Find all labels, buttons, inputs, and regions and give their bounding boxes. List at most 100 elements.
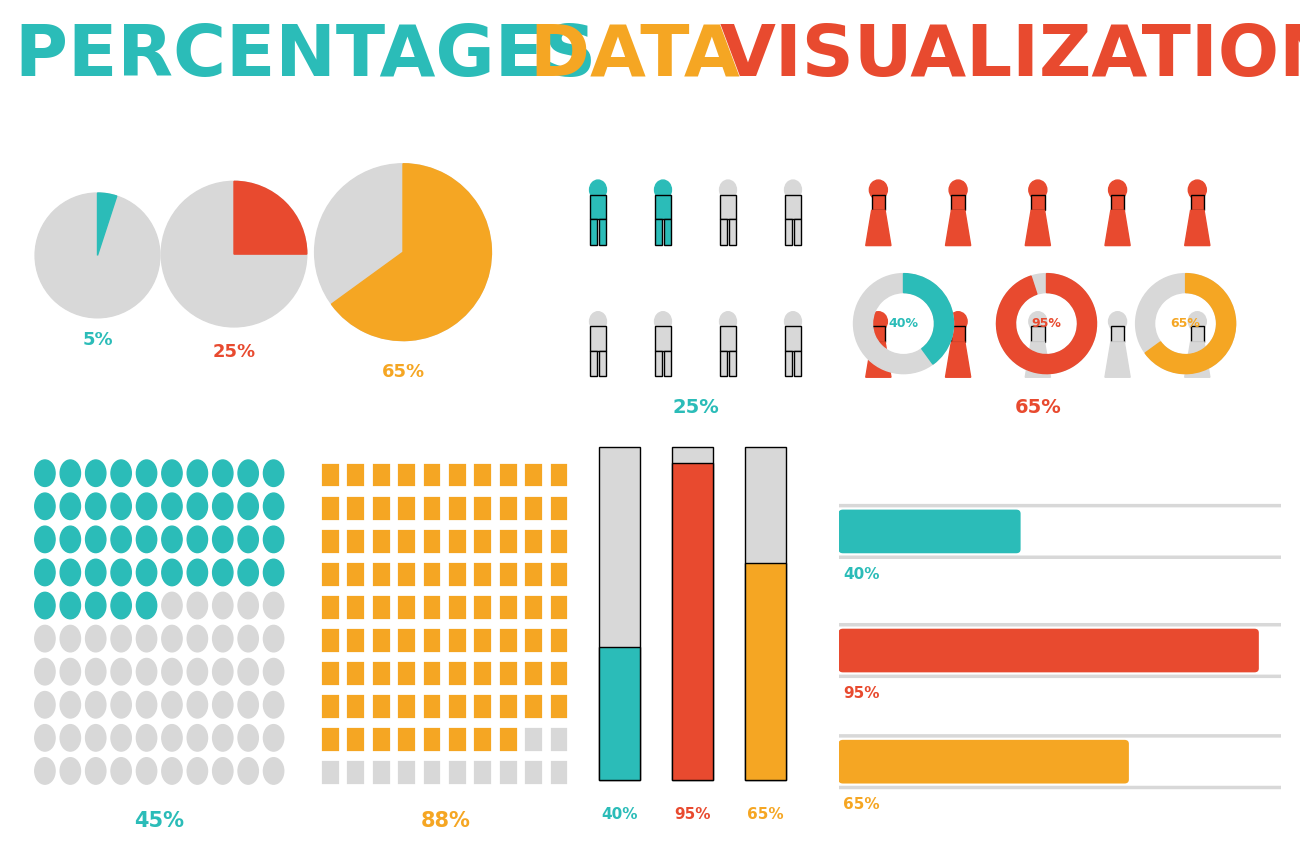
FancyBboxPatch shape: [524, 561, 543, 587]
FancyBboxPatch shape: [794, 219, 801, 244]
FancyBboxPatch shape: [599, 351, 606, 376]
Circle shape: [60, 691, 81, 718]
FancyBboxPatch shape: [346, 660, 365, 686]
Wedge shape: [903, 274, 953, 364]
Circle shape: [784, 180, 801, 199]
FancyBboxPatch shape: [421, 594, 442, 620]
FancyBboxPatch shape: [346, 528, 365, 553]
Circle shape: [86, 758, 105, 784]
FancyBboxPatch shape: [396, 759, 416, 785]
FancyBboxPatch shape: [421, 462, 442, 488]
FancyBboxPatch shape: [472, 727, 493, 752]
Wedge shape: [332, 164, 491, 341]
Circle shape: [161, 691, 182, 718]
Circle shape: [187, 658, 208, 685]
Text: 95%: 95%: [675, 807, 711, 822]
FancyBboxPatch shape: [745, 564, 785, 780]
Circle shape: [213, 626, 233, 652]
FancyBboxPatch shape: [421, 494, 442, 520]
Polygon shape: [1105, 342, 1130, 377]
Circle shape: [238, 691, 259, 718]
FancyBboxPatch shape: [655, 351, 662, 376]
Circle shape: [238, 725, 259, 751]
FancyBboxPatch shape: [421, 528, 442, 553]
Circle shape: [35, 559, 55, 586]
FancyBboxPatch shape: [549, 627, 568, 652]
FancyBboxPatch shape: [549, 693, 568, 719]
Text: 65%: 65%: [1014, 398, 1061, 417]
FancyBboxPatch shape: [346, 759, 365, 785]
FancyBboxPatch shape: [832, 506, 1287, 557]
FancyBboxPatch shape: [472, 660, 493, 686]
Circle shape: [238, 758, 259, 784]
FancyBboxPatch shape: [498, 759, 517, 785]
FancyBboxPatch shape: [590, 219, 597, 244]
Circle shape: [60, 725, 81, 751]
FancyBboxPatch shape: [346, 462, 365, 488]
FancyBboxPatch shape: [524, 627, 543, 652]
Circle shape: [35, 758, 55, 784]
Circle shape: [187, 691, 208, 718]
FancyBboxPatch shape: [396, 627, 416, 652]
Text: 65%: 65%: [381, 362, 425, 381]
Circle shape: [213, 493, 233, 520]
FancyBboxPatch shape: [447, 759, 467, 785]
FancyBboxPatch shape: [320, 693, 339, 719]
Circle shape: [86, 526, 105, 552]
FancyBboxPatch shape: [549, 528, 568, 553]
Circle shape: [1188, 180, 1206, 199]
Wedge shape: [234, 181, 307, 254]
Circle shape: [187, 725, 208, 751]
Circle shape: [264, 758, 283, 784]
Circle shape: [264, 658, 283, 685]
FancyBboxPatch shape: [871, 195, 885, 211]
Circle shape: [161, 181, 307, 327]
Circle shape: [238, 493, 259, 520]
FancyBboxPatch shape: [447, 693, 467, 719]
FancyBboxPatch shape: [320, 561, 339, 587]
Circle shape: [1109, 180, 1127, 199]
Circle shape: [35, 193, 160, 318]
FancyBboxPatch shape: [396, 594, 416, 620]
FancyBboxPatch shape: [498, 660, 517, 686]
Circle shape: [60, 460, 81, 487]
FancyBboxPatch shape: [1031, 195, 1045, 211]
Circle shape: [86, 460, 105, 487]
FancyBboxPatch shape: [370, 462, 390, 488]
FancyBboxPatch shape: [785, 195, 801, 219]
FancyBboxPatch shape: [447, 494, 467, 520]
FancyBboxPatch shape: [838, 740, 1128, 784]
FancyBboxPatch shape: [720, 326, 736, 351]
FancyBboxPatch shape: [549, 660, 568, 686]
Circle shape: [136, 626, 157, 652]
Circle shape: [187, 460, 208, 487]
FancyBboxPatch shape: [396, 494, 416, 520]
FancyBboxPatch shape: [1191, 195, 1204, 211]
Wedge shape: [1136, 274, 1235, 374]
FancyBboxPatch shape: [524, 759, 543, 785]
Circle shape: [213, 691, 233, 718]
Wedge shape: [854, 274, 953, 374]
Text: 25%: 25%: [212, 343, 256, 362]
FancyBboxPatch shape: [472, 462, 493, 488]
Circle shape: [60, 592, 81, 619]
FancyBboxPatch shape: [396, 462, 416, 488]
Circle shape: [136, 493, 157, 520]
FancyBboxPatch shape: [447, 528, 467, 553]
Circle shape: [238, 460, 259, 487]
Circle shape: [111, 592, 131, 619]
FancyBboxPatch shape: [447, 660, 467, 686]
Circle shape: [136, 592, 157, 619]
Circle shape: [111, 493, 131, 520]
Circle shape: [720, 180, 736, 199]
Wedge shape: [98, 193, 117, 255]
Circle shape: [35, 626, 55, 652]
Circle shape: [264, 493, 283, 520]
Polygon shape: [866, 342, 891, 377]
FancyBboxPatch shape: [346, 627, 365, 652]
FancyBboxPatch shape: [838, 628, 1258, 672]
Text: VISUALIZATION: VISUALIZATION: [720, 22, 1300, 91]
FancyBboxPatch shape: [370, 693, 390, 719]
FancyBboxPatch shape: [320, 627, 339, 652]
Circle shape: [35, 493, 55, 520]
